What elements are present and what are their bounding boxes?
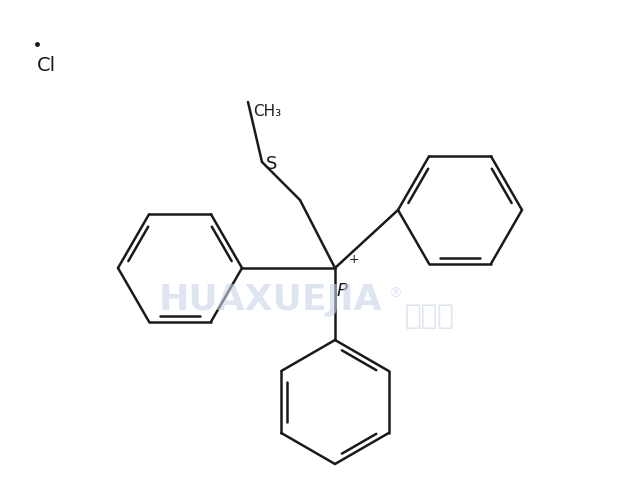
Text: +: + [349, 253, 360, 266]
Text: Cl: Cl [37, 56, 56, 75]
Text: HUAXUEJIA: HUAXUEJIA [158, 283, 382, 317]
Text: P: P [337, 282, 348, 300]
Text: 化学家: 化学家 [405, 302, 455, 330]
Text: CH₃: CH₃ [253, 104, 281, 119]
Text: ®: ® [388, 287, 402, 301]
Text: S: S [266, 155, 278, 173]
